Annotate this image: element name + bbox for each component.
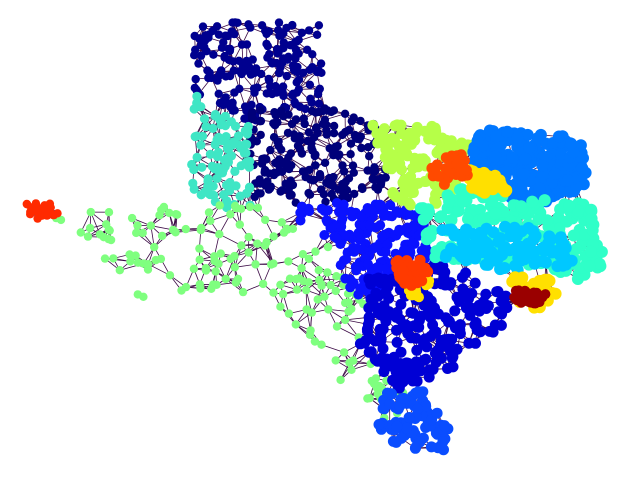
graph-edge (256, 243, 274, 264)
graph-edge (295, 324, 316, 342)
